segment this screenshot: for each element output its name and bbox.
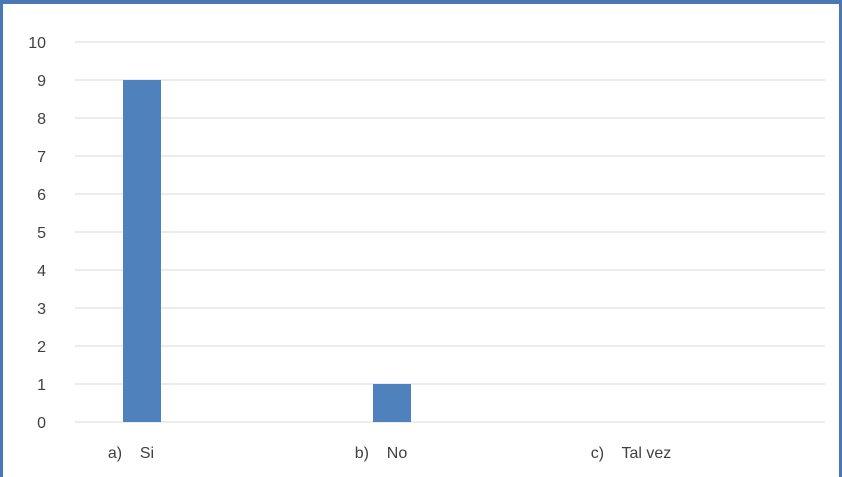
- x-tick-label: b) No: [355, 445, 408, 462]
- y-tick-label: 7: [37, 149, 46, 166]
- bar: [373, 384, 411, 422]
- y-tick-label: 1: [37, 377, 46, 394]
- y-tick-label: 5: [37, 225, 46, 242]
- x-axis-labels: a) Si b) No c) Tal vez: [108, 445, 671, 462]
- bar: [123, 80, 161, 422]
- gridlines: [75, 41, 825, 423]
- y-tick-label: 9: [37, 73, 46, 90]
- y-axis-ticks: 0 1 2 3 4 5 6 7 8 9 10: [28, 35, 46, 432]
- bars: [123, 80, 411, 422]
- y-tick-label: 6: [37, 187, 46, 204]
- y-tick-label: 3: [37, 301, 46, 318]
- y-tick-label: 10: [28, 35, 46, 52]
- x-tick-label: a) Si: [108, 445, 154, 462]
- x-tick-label: c) Tal vez: [591, 445, 672, 462]
- y-tick-label: 8: [37, 111, 46, 128]
- y-tick-label: 2: [37, 339, 46, 356]
- y-tick-label: 0: [37, 415, 46, 432]
- y-tick-label: 4: [37, 263, 46, 280]
